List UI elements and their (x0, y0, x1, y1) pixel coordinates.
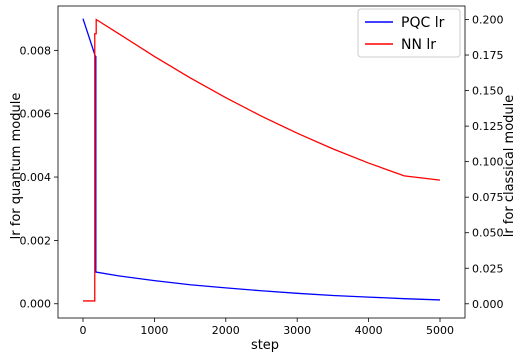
y-right-tick-label: 0.200 (472, 14, 504, 27)
legend: PQC lr NN lr (357, 8, 461, 58)
ticks: 0 1000 2000 3000 4000 5000 0.000 0.002 0.004 0.00… (20, 14, 504, 337)
plot-lines (82, 18, 441, 302)
x-tick-label: 5000 (426, 324, 454, 337)
series-line-0 (82, 18, 441, 301)
y-left-tick-label: 0.002 (20, 234, 52, 247)
x-tick-label: 3000 (283, 324, 311, 337)
y-left-tick-label: 0.000 (20, 298, 52, 311)
legend-label-1: NN lr (401, 37, 436, 53)
y-axis-right-label: lr for classical module (502, 95, 517, 238)
legend-box (357, 8, 461, 58)
y-left-tick-label: 0.006 (20, 108, 52, 121)
y-left-tick-label: 0.008 (20, 44, 52, 57)
y-right-tick-label: 0.125 (472, 120, 504, 133)
y-right-tick-label: 0.075 (472, 191, 504, 204)
y-right-tick-label: 0.025 (472, 262, 504, 275)
x-tick-label: 4000 (355, 324, 383, 337)
legend-label-0: PQC lr (401, 15, 445, 31)
x-tick-label: 2000 (212, 324, 240, 337)
y-left-tick-label: 0.004 (20, 171, 52, 184)
y-right-tick-label: 0.050 (472, 227, 504, 240)
y-right-tick-label: 0.000 (472, 298, 504, 311)
y-right-tick-label: 0.100 (472, 156, 504, 169)
x-tick-label: 0 (79, 324, 86, 337)
y-right-tick-label: 0.175 (472, 49, 504, 62)
x-axis-label: step (251, 338, 279, 353)
series-line-1 (82, 18, 441, 302)
y-axis-left-label: lr for quantum module (9, 93, 24, 240)
y-right-tick-label: 0.150 (472, 85, 504, 98)
x-tick-label: 1000 (140, 324, 168, 337)
